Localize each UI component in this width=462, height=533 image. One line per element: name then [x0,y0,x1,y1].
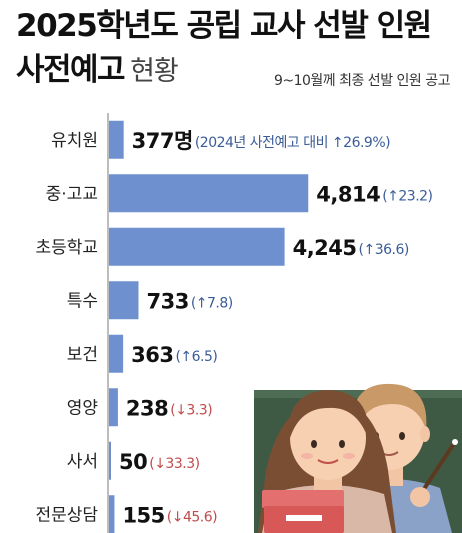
value-label-4: 363 [131,343,173,367]
chart-subtitle: 9~10월께 최종 선발 인원 공고 [273,73,451,89]
title-strong: 사전예고 [16,52,126,88]
category-label-4: 보건 [67,345,98,365]
change-label-0: (2024년 사전예고 대비 ↑26.9%) [195,135,390,151]
chart-title: 2025학년도 공립 교사 선발 인원 [16,8,432,44]
value-label-5: 238 [126,396,168,420]
category-label-1: 중·고교 [46,184,98,204]
change-label-2: (↑36.6) [359,242,409,258]
bar-3 [108,281,139,320]
bar-0 [108,120,124,159]
value-label-1: 4,814 [316,182,380,206]
change-label-1: (↑23.2) [382,188,432,204]
title-light: 현황 [130,56,179,87]
category-label-0: 유치원 [51,131,98,151]
chart-title-line2: 사전예고 현황 [16,52,179,93]
value-label-6: 50 [119,450,147,474]
change-label-6: (↓33.3) [149,456,199,472]
category-label-3: 특수 [67,291,98,311]
value-label-0: 377명 [132,129,193,153]
category-label-7: 전문상담 [35,505,98,525]
category-label-6: 사서 [67,452,98,472]
change-label-4: (↑6.5) [175,349,217,365]
bar-4 [108,334,124,373]
bar-5 [108,388,118,427]
change-label-3: (↑7.8) [191,295,233,311]
change-label-5: (↓3.3) [170,402,212,418]
bar-2 [108,227,285,266]
category-label-5: 영양 [67,398,98,418]
change-label-7: (↓45.6) [167,509,217,525]
value-label-3: 733 [146,289,188,313]
teachers-illustration-icon [254,383,462,533]
bar-1 [108,174,309,213]
value-label-2: 4,245 [293,236,357,260]
bar-6 [108,441,111,480]
value-label-7: 155 [122,503,164,527]
bar-7 [108,495,115,533]
category-label-2: 초등학교 [35,238,98,258]
